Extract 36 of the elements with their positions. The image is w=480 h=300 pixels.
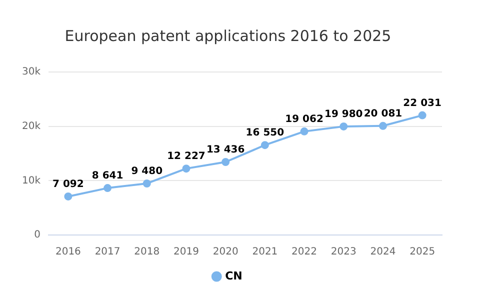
data-label: 13 436 xyxy=(206,144,245,156)
point xyxy=(300,127,308,136)
y-tick-label: 30k xyxy=(22,66,41,78)
x-tick-label: 2018 xyxy=(134,246,160,258)
data-label: 20 081 xyxy=(364,108,402,120)
point xyxy=(182,164,190,173)
x-tick-label: 2020 xyxy=(212,246,238,258)
x-tick-label: 2017 xyxy=(94,246,120,258)
point xyxy=(378,122,387,130)
y-tick-label: 0 xyxy=(34,230,41,241)
data-label: 9 480 xyxy=(131,166,163,178)
point xyxy=(104,184,112,192)
y-tick-label: 10k xyxy=(22,175,41,186)
point xyxy=(222,158,230,166)
x-tick-label: 2021 xyxy=(252,246,278,258)
point xyxy=(142,179,151,188)
point xyxy=(64,192,72,200)
legend-label: CN xyxy=(225,269,242,282)
point xyxy=(418,111,426,120)
point xyxy=(340,122,348,130)
x-tick-label: 2016 xyxy=(55,246,81,258)
y-tick-label: 20k xyxy=(22,120,41,132)
x-tick-label: 2024 xyxy=(370,246,396,258)
x-tick-label: 2019 xyxy=(174,246,199,258)
x-tick-label: 2023 xyxy=(330,246,356,258)
data-label: 16 550 xyxy=(246,128,284,139)
data-label: 22 031 xyxy=(403,98,442,109)
data-label: 19 980 xyxy=(324,109,363,120)
x-tick-label: 2022 xyxy=(292,246,318,258)
data-label: 12 227 xyxy=(167,151,206,162)
data-label: 19 062 xyxy=(285,114,324,126)
data-label: 8 641 xyxy=(92,170,124,182)
chart-title: European patent applications 2016 to 2025 xyxy=(64,26,392,45)
data-label: 7 092 xyxy=(52,179,84,190)
point xyxy=(260,141,269,150)
x-tick-label: 2025 xyxy=(410,246,436,258)
